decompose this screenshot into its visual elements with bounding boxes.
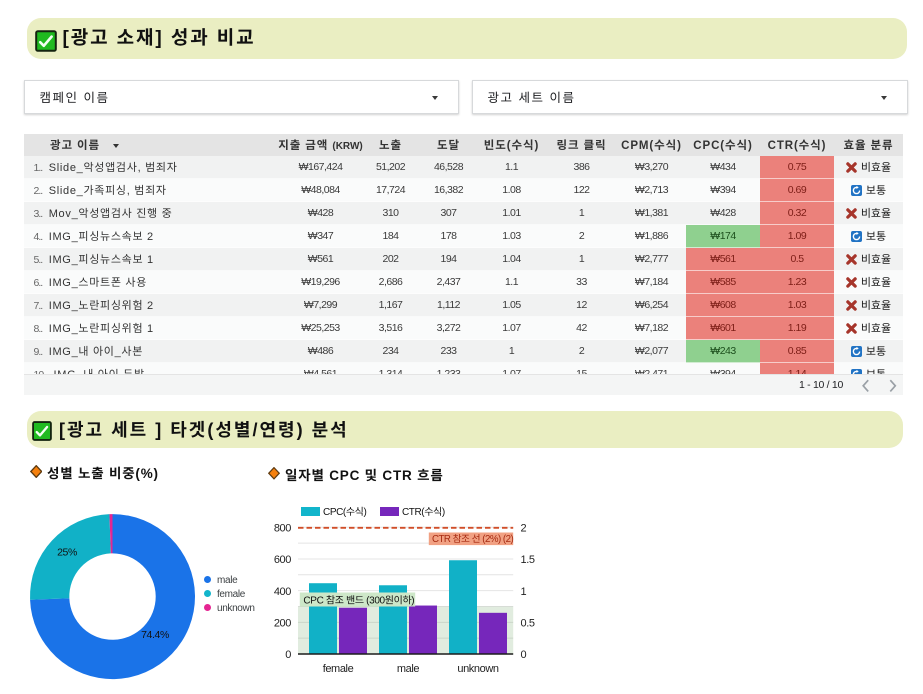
svg-text:200: 200 [274,618,291,630]
svg-text:1: 1 [521,586,527,598]
svg-text:male: male [397,663,420,675]
svg-text:25%: 25% [57,547,77,559]
svg-text:400: 400 [274,586,291,598]
svg-text:1.5: 1.5 [521,554,535,566]
svg-text:CPC 참조 밴드 (300원이하): CPC 참조 밴드 (300원이하) [303,594,414,606]
svg-text:800: 800 [274,523,291,535]
svg-text:0: 0 [285,649,291,661]
svg-text:0.5: 0.5 [521,618,535,630]
svg-text:2: 2 [521,523,527,535]
svg-text:74.4%: 74.4% [141,629,169,641]
svg-text:female: female [323,663,354,675]
svg-text:600: 600 [274,554,291,566]
svg-text:unknown: unknown [457,663,499,675]
svg-text:CTR 참조 선 (2%) (2): CTR 참조 선 (2%) (2) [432,533,513,545]
svg-text:0: 0 [521,649,527,661]
